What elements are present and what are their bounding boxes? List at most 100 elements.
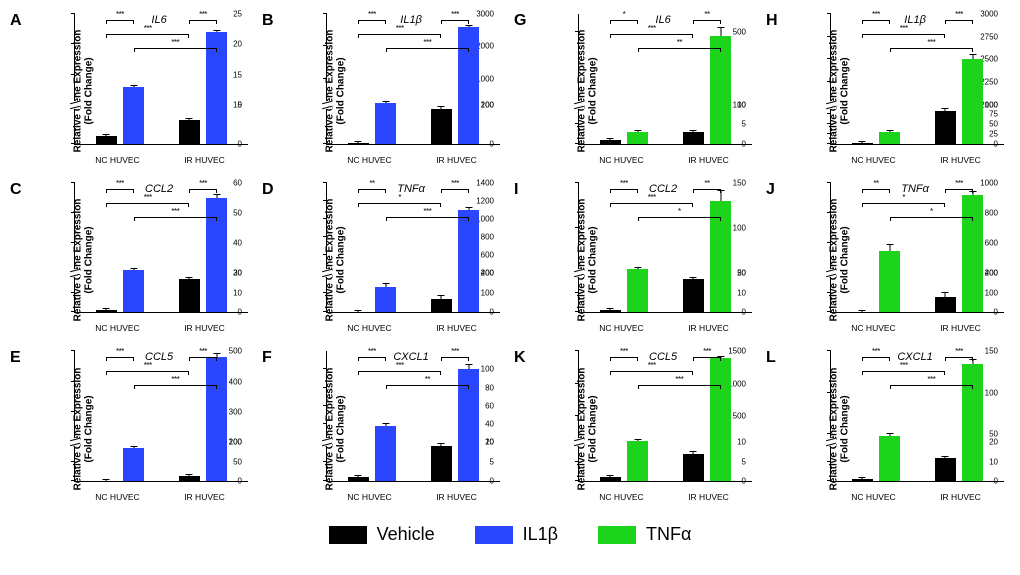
x-group-label: IR HUVEC [161,155,248,165]
significance-bracket: *** [610,371,693,372]
significance-stars: *** [368,347,376,356]
axes: 051020406080100*********** [326,351,500,482]
significance-bracket: *** [358,357,386,358]
error-bar [610,138,611,140]
significance-bracket: *** [358,34,441,35]
significance-bracket: *** [610,189,638,190]
panel-letter: H [766,10,784,173]
panel-L: LRelative Gene Expression(Fold Change)CX… [766,347,1010,510]
x-group-label: NC HUVEC [326,155,413,165]
error-bar [972,54,973,60]
x-axis-labels: NC HUVECIR HUVEC [74,323,248,333]
axes: 0510152025************ [74,14,248,145]
panel-letter: G [514,10,532,173]
significance-stars: *** [648,361,656,370]
bar [600,477,621,481]
axes: 0102050100150********* [578,183,752,314]
significance-stars: *** [648,193,656,202]
significance-bracket: ** [862,189,890,190]
error-bar [385,101,386,103]
panel-letter: E [10,347,28,510]
bar [879,436,900,482]
error-bar [358,310,359,312]
error-bar [106,308,107,310]
significance-bracket: ** [638,48,721,49]
x-axis-labels: NC HUVECIR HUVEC [578,323,752,333]
bar [123,448,144,481]
significance-stars: *** [116,10,124,19]
panel-letter: K [514,347,532,510]
significance-bracket: *** [610,357,638,358]
significance-stars: *** [144,361,152,370]
significance-stars: *** [955,347,963,356]
error-bar [133,446,134,448]
bar [375,287,396,312]
x-axis-labels: NC HUVECIR HUVEC [326,323,500,333]
significance-bracket: *** [386,217,469,218]
significance-stars: *** [451,347,459,356]
significance-stars: *** [872,347,880,356]
significance-bracket: ** [693,20,721,21]
significance-bracket: *** [134,48,217,49]
significance-bracket: * [610,20,638,21]
x-group-label: IR HUVEC [413,155,500,165]
x-axis-labels: NC HUVECIR HUVEC [578,155,752,165]
x-group-label: NC HUVEC [578,323,665,333]
panel-letter: F [262,347,280,510]
x-group-label: IR HUVEC [665,492,752,502]
error-bar [106,134,107,136]
significance-bracket: *** [441,20,469,21]
axes: 0100200100020003000************ [326,14,500,145]
error-bar [610,308,611,310]
error-bar [189,474,190,476]
legend-item: IL1β [475,524,558,545]
significance-stars: *** [648,24,656,33]
panel-E: ERelative Gene Expression(Fold Change)CC… [10,347,254,510]
significance-stars: ** [873,179,878,188]
panel-K: KRelative Gene Expression(Fold Change)CC… [514,347,758,510]
bar [710,358,731,481]
error-bar [945,456,946,458]
significance-bracket: *** [134,385,217,386]
error-bar [889,433,890,436]
axes: 0510100500******** [578,14,752,145]
bar [96,310,117,312]
error-bar [468,207,469,210]
significance-stars: *** [872,10,880,19]
error-bar [945,292,946,297]
significance-bracket: * [862,203,945,204]
error-bar [862,141,863,143]
bar [962,364,983,481]
error-bar [945,108,946,110]
error-bar [693,130,694,132]
significance-bracket: *** [106,34,189,35]
plot-area: Relative Gene Expression(Fold Change)IL6… [532,10,758,173]
x-group-label: IR HUVEC [161,323,248,333]
error-bar [216,194,217,198]
bar [431,299,452,313]
significance-bracket: * [890,217,973,218]
bar [375,103,396,144]
significance-bracket: *** [890,48,973,49]
significance-stars: *** [423,207,431,216]
error-bar [889,244,890,251]
plot-area: Relative Gene Expression(Fold Change)IL6… [28,10,254,173]
bar [627,441,648,481]
x-group-label: IR HUVEC [917,492,1004,502]
x-axis-labels: NC HUVECIR HUVEC [74,492,248,502]
legend-label: IL1β [523,524,558,545]
significance-bracket: *** [945,189,973,190]
error-bar [610,475,611,477]
x-group-label: IR HUVEC [413,323,500,333]
significance-bracket: *** [862,34,945,35]
legend-swatch [329,526,367,544]
x-group-label: IR HUVEC [665,323,752,333]
significance-bracket: *** [693,357,721,358]
legend-swatch [598,526,636,544]
bar [683,279,704,312]
bar [179,476,200,481]
error-bar [720,27,721,35]
error-bar [468,364,469,370]
x-axis-labels: NC HUVECIR HUVEC [830,155,1004,165]
bar [683,132,704,144]
